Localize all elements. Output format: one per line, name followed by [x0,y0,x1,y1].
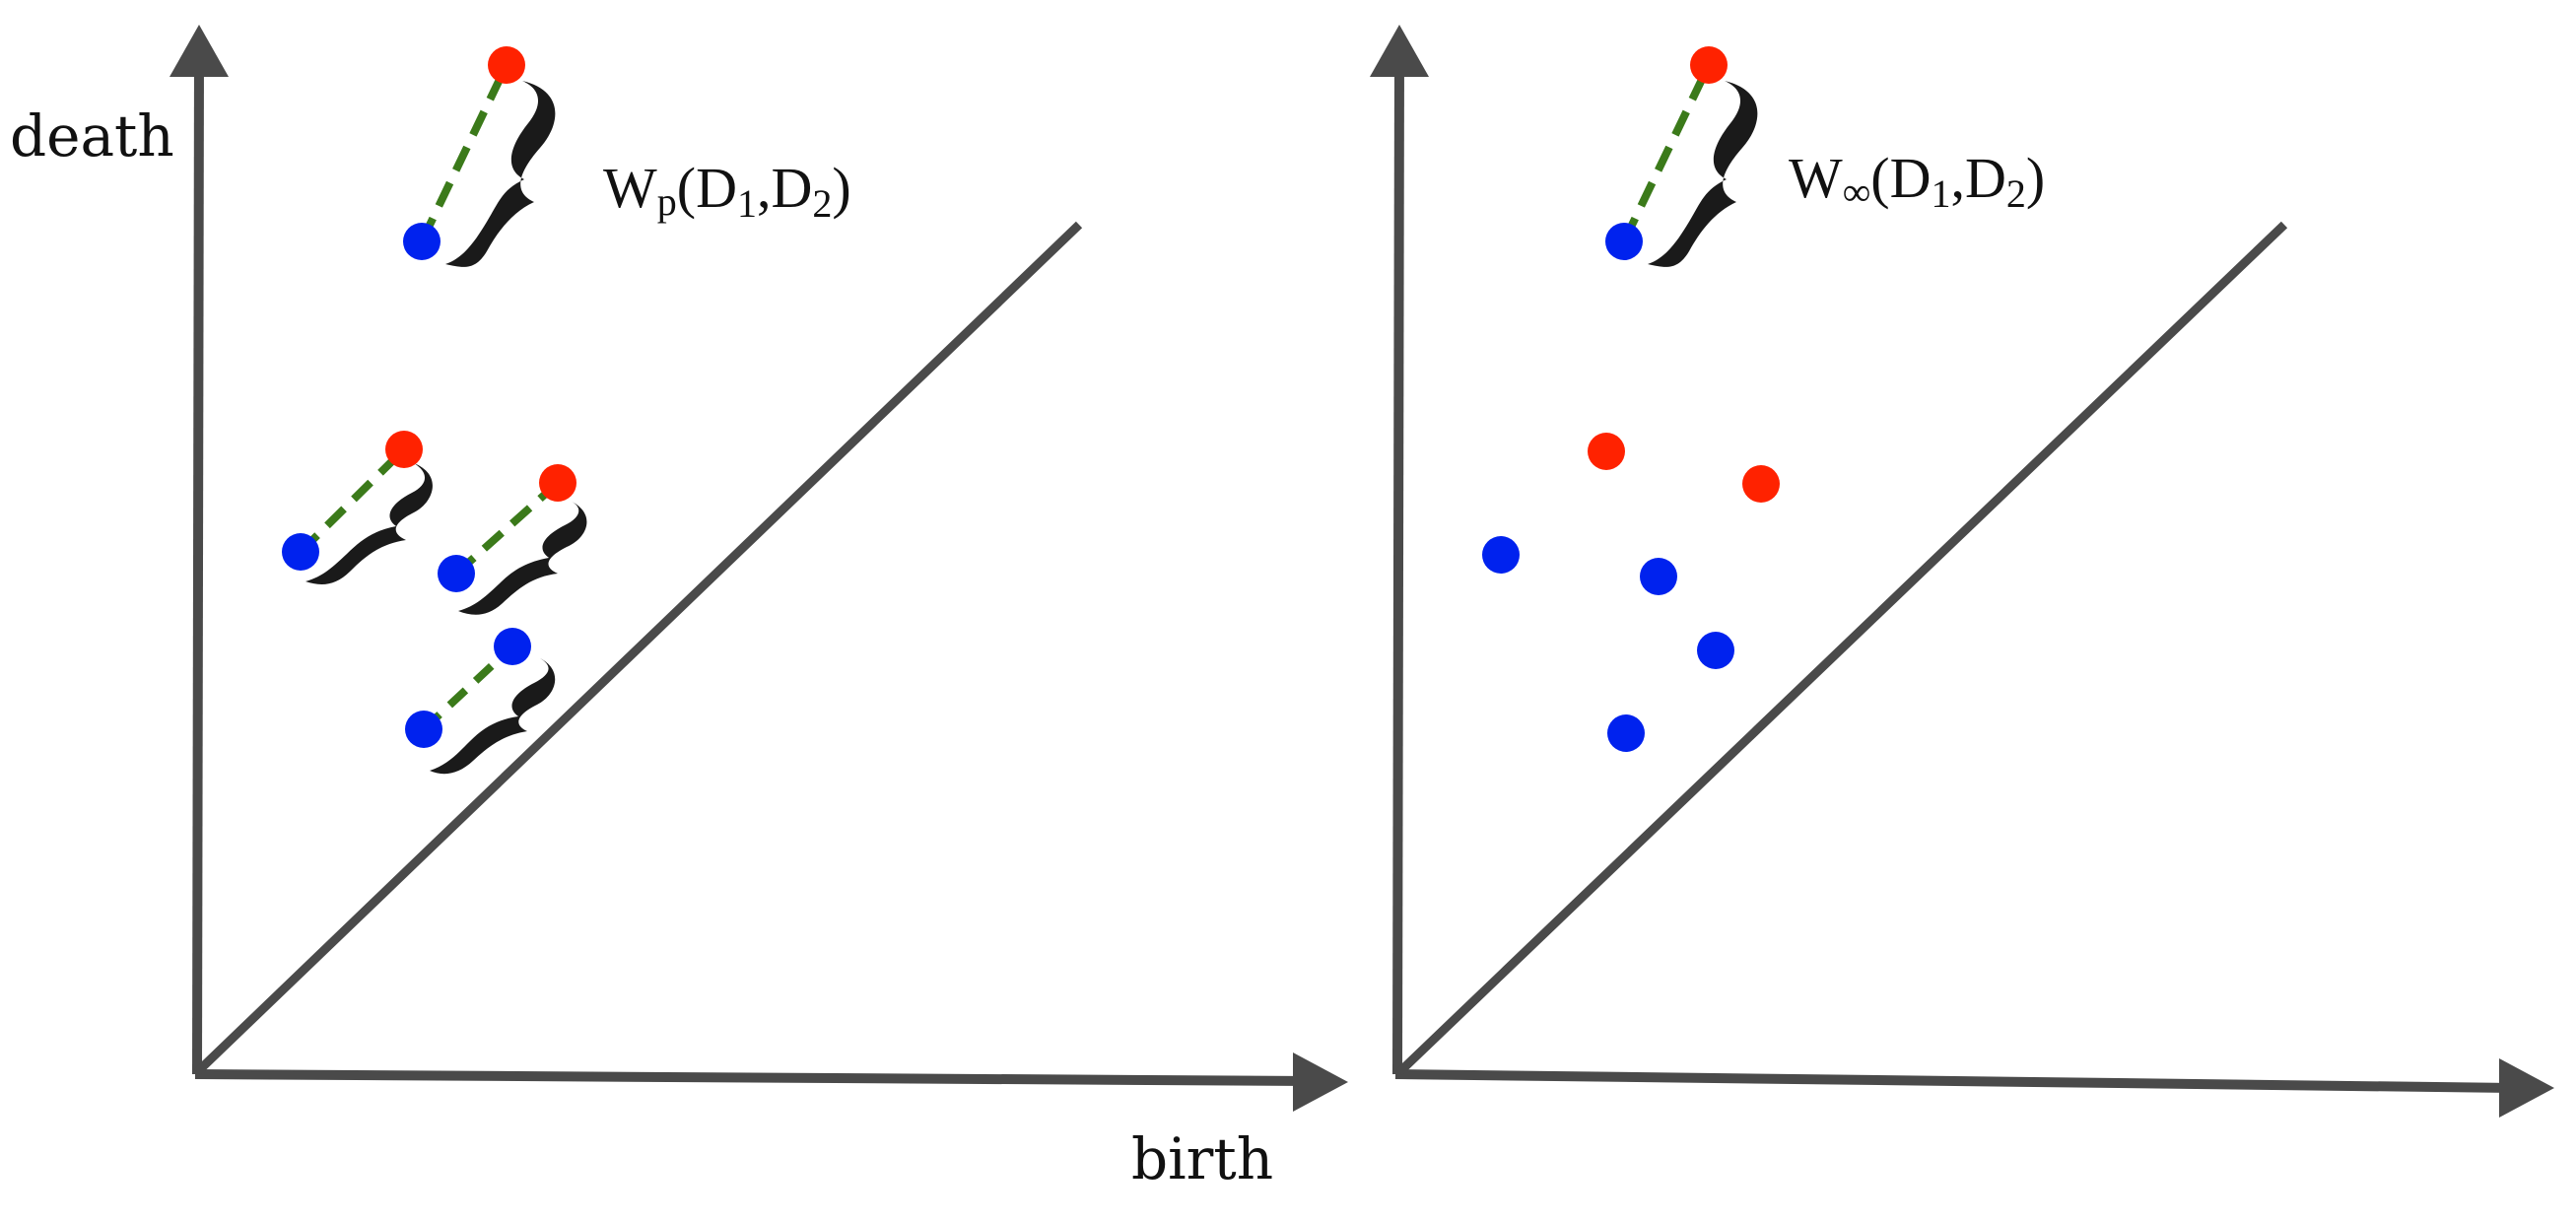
point-d2 [403,223,441,260]
death-label: death [10,102,174,170]
right-x-axis-arrowhead [2499,1058,2554,1118]
formula-comma: ,D [1950,146,2005,210]
matching-pair [438,464,587,615]
point-d2 [1482,536,1520,574]
left-x-axis-arrowhead [1293,1052,1348,1112]
formula-sub1: 1 [737,181,757,226]
formula-open: (D [677,156,737,220]
brace-icon [1648,81,1758,267]
left-diagonal [193,221,1083,1076]
brace-icon [430,658,556,775]
formula-sub1: 1 [1931,171,1950,216]
point-d2 [438,555,475,592]
matching-line [453,480,561,577]
brace-icon [445,81,556,267]
matching-pair [405,628,556,775]
matching-line [298,446,407,555]
point-d2 [405,711,442,748]
point-d1 [385,431,423,468]
left-y-axis [192,53,204,1075]
matching-line [421,644,515,732]
matching-line [1620,63,1713,243]
point-d2 [1607,714,1645,752]
point-d1 [539,464,576,502]
point-d1 [488,46,525,84]
right-y-axis-arrowhead [1370,25,1429,77]
formula-close: ) [2026,146,2045,210]
point-d2 [494,628,531,665]
right-x-axis [1394,1069,2514,1093]
wasserstein-p-formula: Wp(D1,D2) [603,156,851,226]
left-y-axis-arrowhead [169,25,229,77]
formula-sub: p [657,179,677,224]
formula-sub2: 2 [2006,171,2026,216]
matching-pair [282,431,433,584]
point-d1 [1588,433,1625,470]
matching-line [418,63,510,243]
point-d2 [1640,558,1677,595]
point-d2 [1697,632,1734,669]
formula-main: W [1789,146,1843,210]
right-diagonal [1395,221,2288,1076]
point-d1 [1690,46,1728,84]
formula-open: (D [1870,146,1931,210]
matching-pair [403,46,556,267]
left-x-axis [194,1069,1312,1086]
right-y-axis [1392,53,1404,1075]
birth-label: birth [1131,1125,1273,1192]
matching-pair [1605,46,1758,267]
point-d1 [1742,465,1780,503]
formula-main: W [603,156,657,220]
wasserstein-infinity-formula: W∞(D1,D2) [1789,146,2045,216]
right-panel: W∞(D1,D2) [1370,25,2554,1118]
left-panel: death birth [10,25,1348,1192]
point-d2 [282,533,319,571]
formula-close: ) [832,156,850,220]
formula-sub2: 2 [812,181,832,226]
formula-comma: ,D [757,156,812,220]
point-d2 [1605,223,1643,260]
formula-sub: ∞ [1843,170,1871,214]
